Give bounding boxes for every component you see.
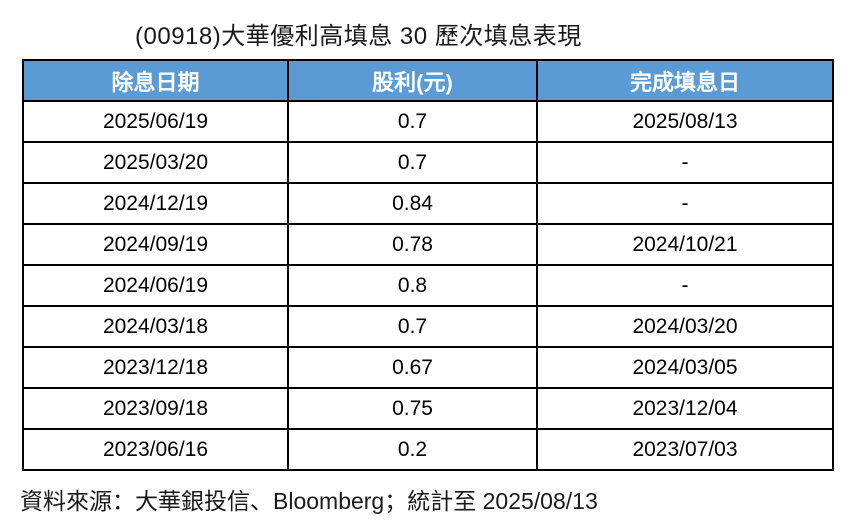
cell-dividend: 0.67 xyxy=(287,346,538,389)
cell-ex-date: 2024/09/19 xyxy=(22,223,289,266)
cell-fill-date: 2024/03/20 xyxy=(536,305,834,348)
cell-dividend: 0.2 xyxy=(287,428,538,471)
cell-fill-date: 2024/03/05 xyxy=(536,346,834,389)
cell-dividend: 0.7 xyxy=(287,305,538,348)
table-row: 2024/09/19 0.78 2024/10/21 xyxy=(22,223,834,266)
table-header-row: 除息日期 股利(元) 完成填息日 xyxy=(22,59,834,102)
cell-fill-date: - xyxy=(536,141,834,184)
table-row: 2024/03/18 0.7 2024/03/20 xyxy=(22,305,834,348)
cell-ex-date: 2023/12/18 xyxy=(22,346,289,389)
cell-ex-date: 2024/03/18 xyxy=(22,305,289,348)
cell-ex-date: 2025/03/20 xyxy=(22,141,289,184)
cell-fill-date: 2023/12/04 xyxy=(536,387,834,430)
source-note: 資料來源：大華銀投信、Bloomberg；統計至 2025/08/13 xyxy=(20,488,598,514)
table-row: 2025/06/19 0.7 2025/08/13 xyxy=(22,100,834,143)
table-row: 2023/06/16 0.2 2023/07/03 xyxy=(22,428,834,471)
cell-fill-date: 2025/08/13 xyxy=(536,100,834,143)
header-fill-date: 完成填息日 xyxy=(536,59,834,102)
cell-fill-date: 2024/10/21 xyxy=(536,223,834,266)
dividend-fill-table: 除息日期 股利(元) 完成填息日 2025/06/19 0.7 2025/08/… xyxy=(22,59,834,471)
cell-ex-date: 2024/12/19 xyxy=(22,182,289,225)
cell-ex-date: 2025/06/19 xyxy=(22,100,289,143)
table-row: 2025/03/20 0.7 - xyxy=(22,141,834,184)
cell-dividend: 0.8 xyxy=(287,264,538,307)
cell-dividend: 0.78 xyxy=(287,223,538,266)
cell-fill-date: - xyxy=(536,264,834,307)
header-dividend: 股利(元) xyxy=(287,59,538,102)
cell-fill-date: 2023/07/03 xyxy=(536,428,834,471)
cell-dividend: 0.75 xyxy=(287,387,538,430)
cell-fill-date: - xyxy=(536,182,834,225)
cell-ex-date: 2024/06/19 xyxy=(22,264,289,307)
cell-ex-date: 2023/09/18 xyxy=(22,387,289,430)
cell-dividend: 0.84 xyxy=(287,182,538,225)
cell-ex-date: 2023/06/16 xyxy=(22,428,289,471)
cell-dividend: 0.7 xyxy=(287,141,538,184)
header-ex-date: 除息日期 xyxy=(22,59,289,102)
table-row: 2023/09/18 0.75 2023/12/04 xyxy=(22,387,834,430)
cell-dividend: 0.7 xyxy=(287,100,538,143)
table-row: 2024/12/19 0.84 - xyxy=(22,182,834,225)
page-title: (00918)大華優利高填息 30 歷次填息表現 xyxy=(135,23,582,50)
table-row: 2023/12/18 0.67 2024/03/05 xyxy=(22,346,834,389)
table-row: 2024/06/19 0.8 - xyxy=(22,264,834,307)
